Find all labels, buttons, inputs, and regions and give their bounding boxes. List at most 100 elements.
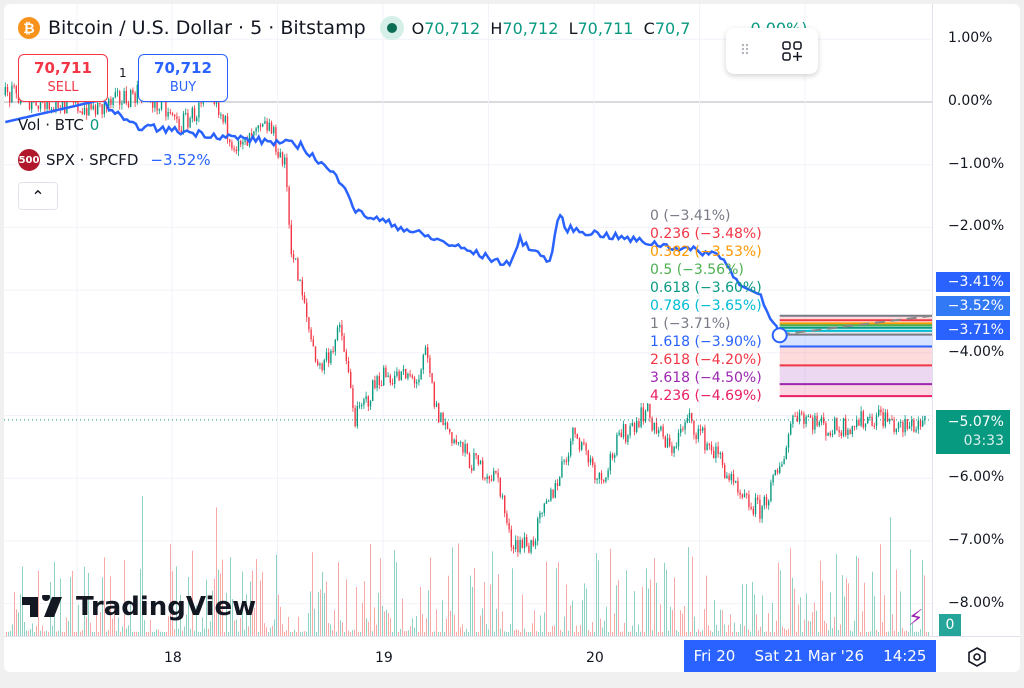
candle-body xyxy=(532,540,535,546)
volume-bar xyxy=(824,620,825,636)
candle-body xyxy=(827,432,829,436)
candle-body xyxy=(677,432,680,447)
volume-bar xyxy=(798,604,799,636)
volume-bar xyxy=(898,632,899,636)
settings-icon[interactable] xyxy=(966,646,988,672)
candle-body xyxy=(644,411,647,422)
fib-level-label: 4.236 (−4.69%) xyxy=(650,388,762,405)
volume-bar xyxy=(504,631,505,636)
volume-bar xyxy=(748,629,749,636)
candle-body xyxy=(702,427,704,431)
candle-body xyxy=(763,496,766,506)
candle-body xyxy=(704,427,706,450)
volume-bar xyxy=(446,618,447,636)
volume-bar xyxy=(488,629,489,636)
candle-body xyxy=(352,388,354,409)
symbol-title[interactable]: Bitcoin / U.S. Dollar · 5 · Bitstamp xyxy=(48,17,366,39)
fib-level-label: 1 (−3.71%) xyxy=(650,316,731,333)
volume-bar xyxy=(408,630,409,636)
candle-body xyxy=(339,324,341,328)
candle-body xyxy=(820,417,823,423)
sell-button[interactable]: 70,711 SELL xyxy=(18,54,108,102)
order-quantity[interactable]: 1 xyxy=(119,66,127,80)
volume-bar xyxy=(10,630,11,636)
candle-body xyxy=(922,420,924,427)
volume-bar xyxy=(374,607,375,636)
tradingview-logo[interactable]: TradingView xyxy=(22,592,256,622)
volume-bar xyxy=(812,612,813,636)
volume-tag: 0 xyxy=(939,614,961,636)
candle-body xyxy=(435,403,438,407)
candle-body xyxy=(856,419,858,427)
volume-bar xyxy=(304,631,305,636)
fib-level-label: 0.5 (−3.56%) xyxy=(650,262,744,279)
price-chart[interactable] xyxy=(4,4,1020,672)
candle-body xyxy=(407,373,409,379)
volume-bar xyxy=(70,576,71,636)
volume-bar xyxy=(302,631,303,636)
lightning-icon[interactable]: ⚡ xyxy=(908,606,924,631)
volume-bar xyxy=(266,627,267,636)
volume-bar xyxy=(194,630,195,636)
volume-bar xyxy=(782,626,783,636)
volume-bar xyxy=(48,631,49,636)
candle-body xyxy=(719,452,722,455)
volume-bar xyxy=(256,559,257,636)
collapse-legend-button[interactable]: ⌃ xyxy=(18,182,58,210)
drag-handle-icon[interactable]: ⠿ xyxy=(739,43,753,59)
volume-bar xyxy=(818,632,819,636)
fib-zone xyxy=(779,334,932,347)
candle-body xyxy=(479,460,482,465)
spx-legend[interactable]: 500 SPX · SPCFD −3.52% xyxy=(18,149,211,171)
candle-body xyxy=(310,329,312,340)
volume-bar xyxy=(906,630,907,636)
volume-bar xyxy=(274,619,275,636)
volume-bar xyxy=(204,628,205,636)
volume-bar xyxy=(116,631,117,636)
volume-legend[interactable]: Vol · BTC 0 xyxy=(18,116,100,134)
volume-bar xyxy=(434,631,435,636)
volume-bar xyxy=(422,614,423,636)
candle-body xyxy=(515,540,517,550)
buy-button[interactable]: 70,712 BUY xyxy=(138,54,228,102)
candle-body xyxy=(334,339,337,352)
volume-bar xyxy=(224,631,225,636)
add-widget-icon[interactable] xyxy=(780,39,804,63)
candle-body xyxy=(328,352,330,363)
candle-body xyxy=(512,547,515,550)
volume-bar xyxy=(622,631,623,636)
volume-bar xyxy=(138,631,139,636)
candle-body xyxy=(383,367,385,386)
volume-bar xyxy=(770,631,771,636)
candle-body xyxy=(699,428,702,431)
volume-bar xyxy=(218,569,219,636)
candle-body xyxy=(134,93,136,103)
volume-bar xyxy=(820,560,821,636)
volume-bar xyxy=(482,608,483,636)
crosshair-time-label: Fri 20 Sat 21 Mar '26 14:25 xyxy=(684,640,936,672)
candle-body xyxy=(519,540,521,553)
fib-anchor-handle[interactable] xyxy=(771,327,788,344)
chart-panel[interactable]: ₿ Bitcoin / U.S. Dollar · 5 · Bitstamp O… xyxy=(4,4,1020,672)
volume-bar xyxy=(264,623,265,636)
candle-body xyxy=(244,137,246,142)
candle-body xyxy=(215,102,218,105)
volume-bar xyxy=(838,630,839,636)
candle-body xyxy=(464,443,466,453)
volume-bar xyxy=(238,631,239,636)
volume-bar xyxy=(726,631,727,636)
volume-bar xyxy=(346,579,347,636)
candle-body xyxy=(482,460,484,479)
volume-bar xyxy=(880,544,881,636)
candle-body xyxy=(713,451,715,459)
floating-toolbar[interactable]: ⠿ xyxy=(726,28,818,74)
volume-bar xyxy=(772,602,773,636)
volume-bar xyxy=(586,588,587,636)
candle-body xyxy=(739,492,741,495)
volume-bar xyxy=(230,557,231,636)
candle-body xyxy=(268,122,271,131)
candle-body xyxy=(776,469,779,473)
volume-bar xyxy=(430,557,431,636)
candle-body xyxy=(156,94,158,111)
axis-divider xyxy=(932,4,933,636)
